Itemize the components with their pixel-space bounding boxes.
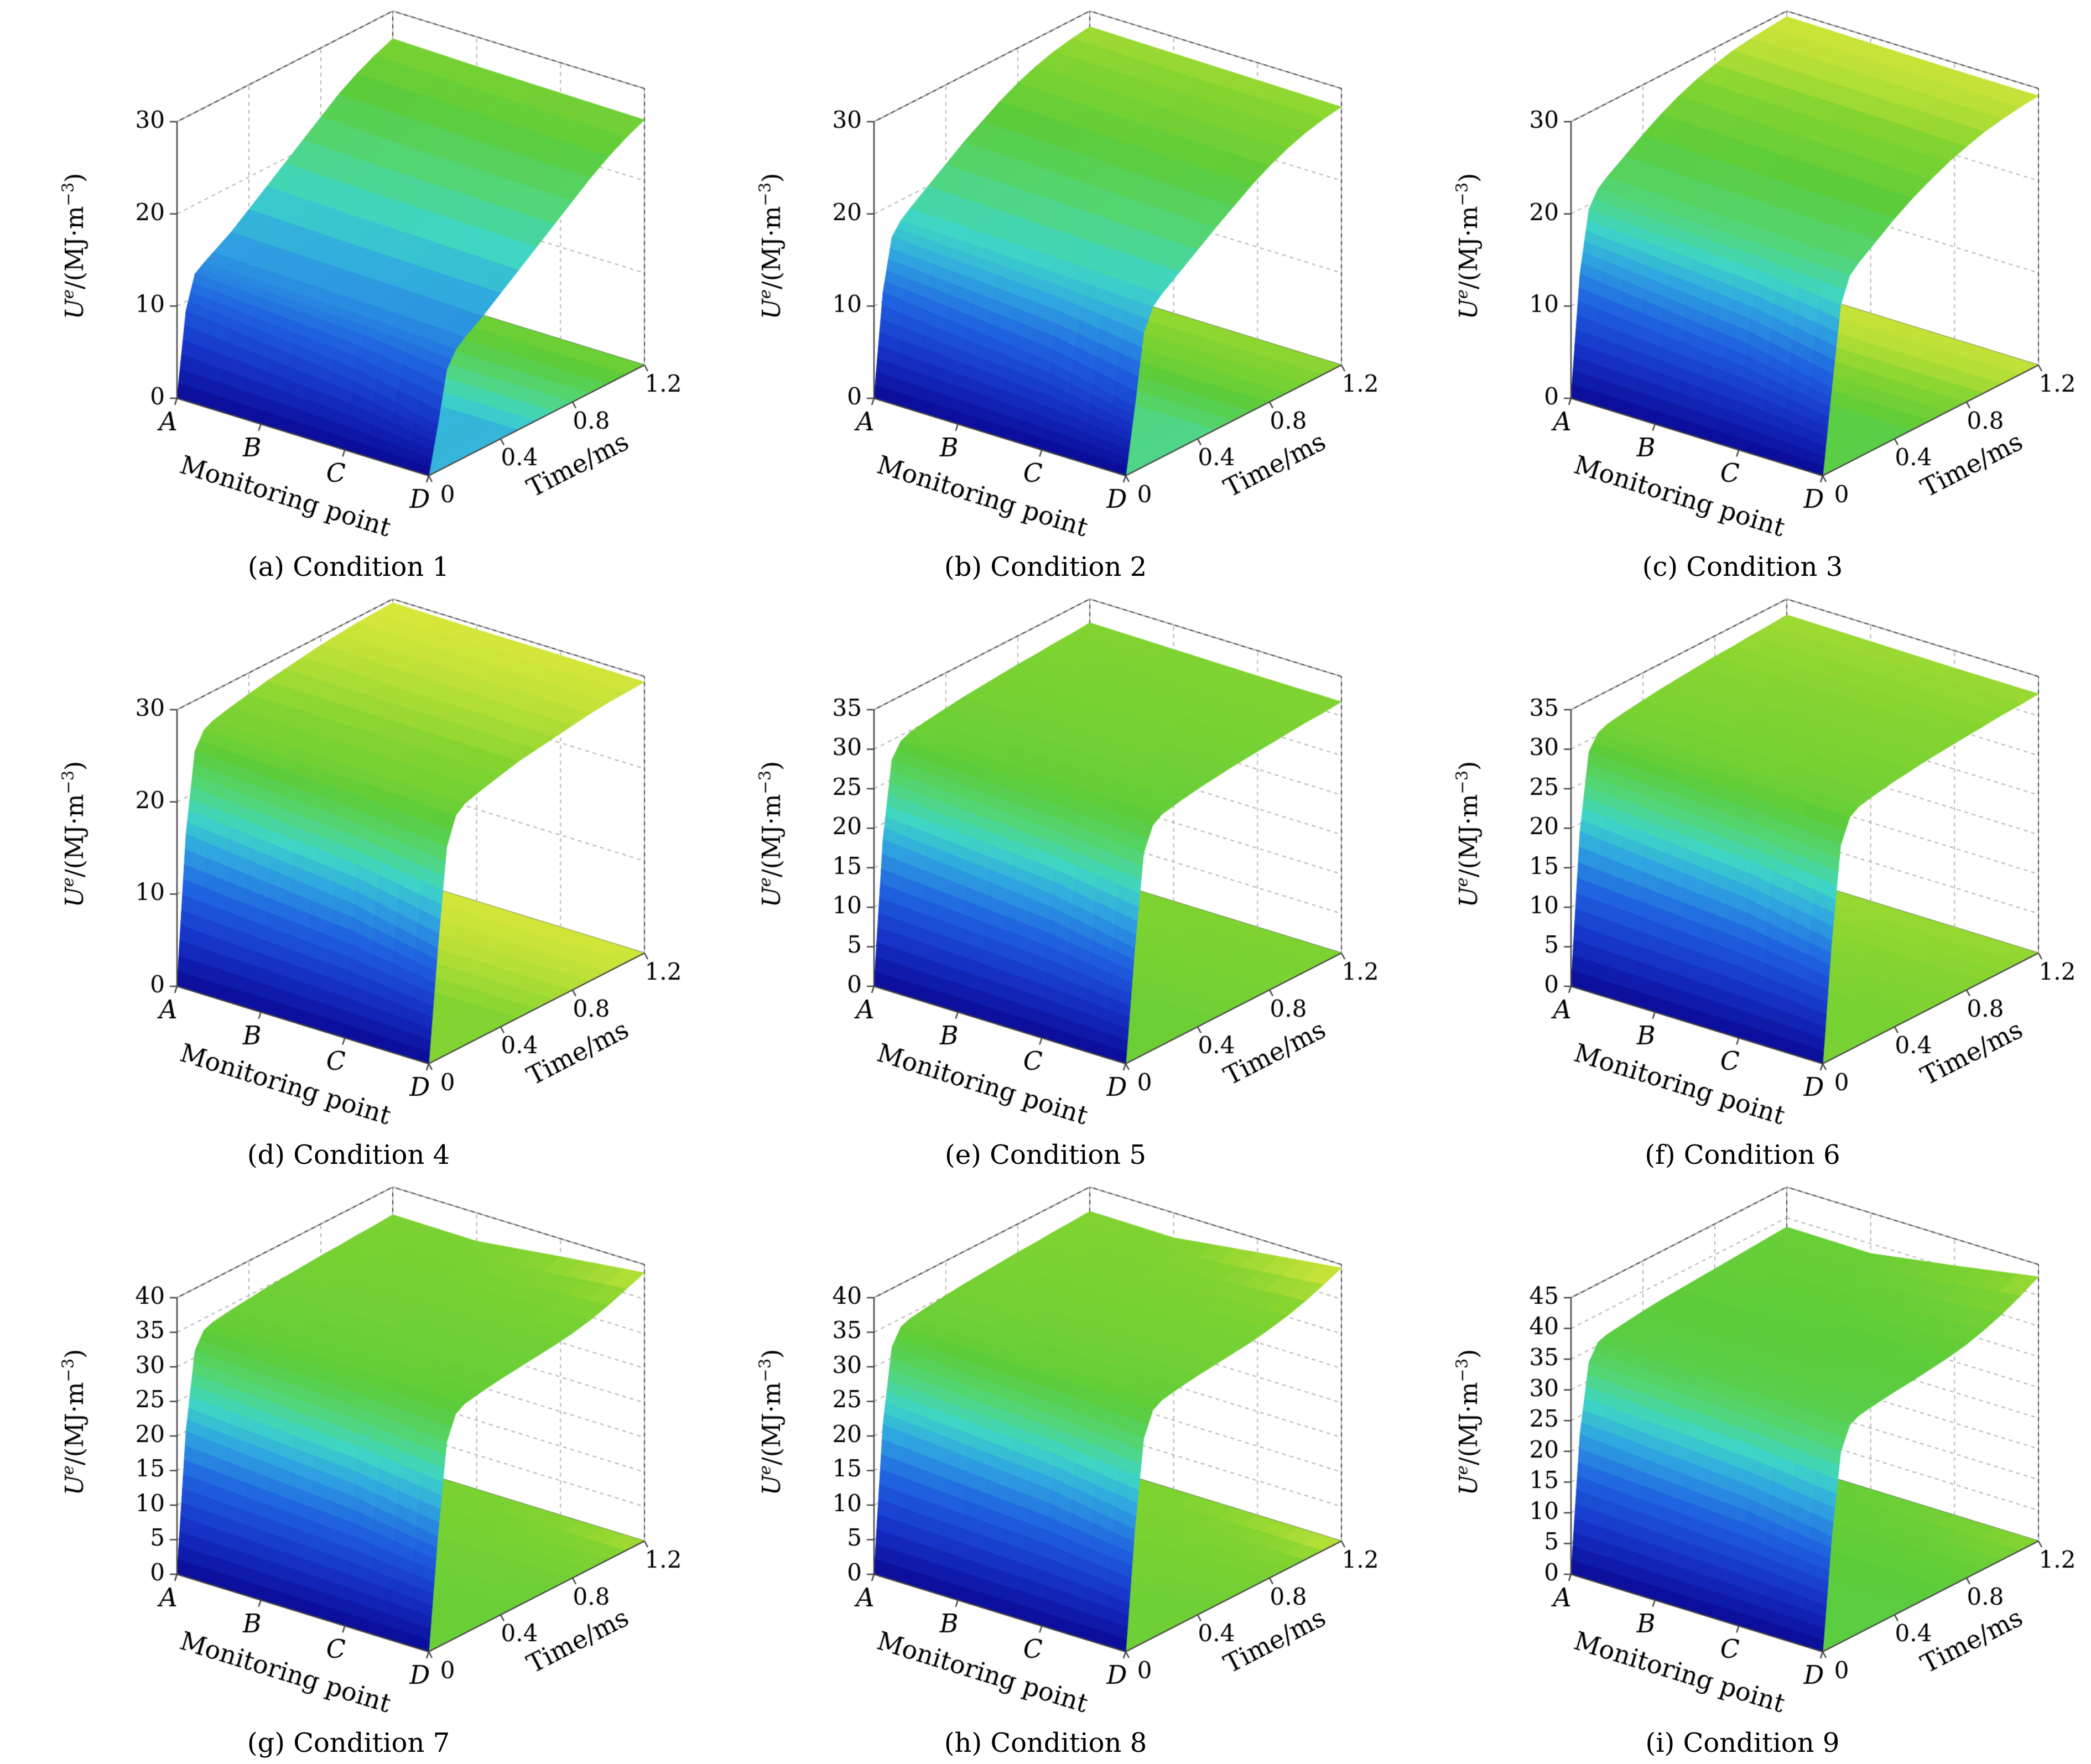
surface-plot-condition-7 xyxy=(0,1176,697,1729)
subplot-caption: (i) Condition 9 xyxy=(1645,1727,1840,1758)
subplot-caption: (h) Condition 8 xyxy=(944,1727,1147,1758)
subplot-caption: (a) Condition 1 xyxy=(247,551,450,582)
surface-plot-condition-1 xyxy=(0,0,697,553)
subplot-f: (f) Condition 6 xyxy=(1394,588,2091,1176)
subplot-caption: (b) Condition 2 xyxy=(944,551,1147,582)
subplot-b: (b) Condition 2 xyxy=(697,0,1394,588)
subplot-h: (h) Condition 8 xyxy=(697,1176,1394,1764)
surface-plot-condition-3 xyxy=(1394,0,2091,553)
subplot-caption: (f) Condition 6 xyxy=(1645,1139,1840,1170)
surface-plot-condition-5 xyxy=(697,588,1394,1141)
subplot-c: (c) Condition 3 xyxy=(1394,0,2091,588)
surface-plot-condition-6 xyxy=(1394,588,2091,1141)
subplot-caption: (d) Condition 4 xyxy=(247,1139,450,1170)
subplot-g: (g) Condition 7 xyxy=(0,1176,697,1764)
subplot-caption: (g) Condition 7 xyxy=(247,1727,450,1758)
subplot-d: (d) Condition 4 xyxy=(0,588,697,1176)
surface-plot-condition-4 xyxy=(0,588,697,1141)
subplot-i: (i) Condition 9 xyxy=(1394,1176,2091,1764)
surface-plot-condition-8 xyxy=(697,1176,1394,1729)
subplot-e: (e) Condition 5 xyxy=(697,588,1394,1176)
subplot-a: (a) Condition 1 xyxy=(0,0,697,588)
subplot-caption: (e) Condition 5 xyxy=(945,1139,1146,1170)
subplot-caption: (c) Condition 3 xyxy=(1642,551,1843,582)
surface-plot-condition-2 xyxy=(697,0,1394,553)
surface-plot-condition-9 xyxy=(1394,1176,2091,1729)
